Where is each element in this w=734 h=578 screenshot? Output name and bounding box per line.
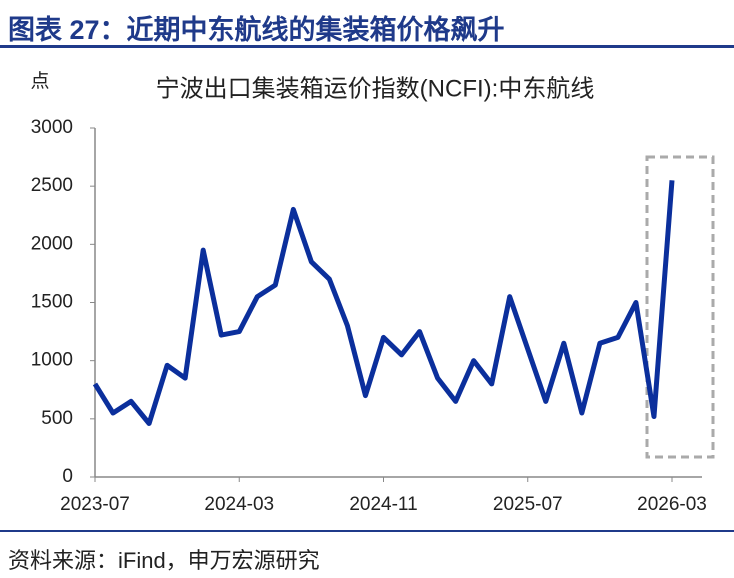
source: 资料来源：iFind，申万宏源研究 — [8, 548, 320, 573]
rule — [0, 45, 734, 48]
rule — [0, 530, 734, 532]
x-tick-label: 2024-11 — [349, 494, 417, 515]
y-tick-label: 1500 — [31, 292, 73, 313]
x-tick-label: 2026-03 — [637, 494, 707, 515]
y-tick-label: 3000 — [31, 117, 73, 138]
line — [92, 180, 675, 426]
y-tick-label: 0 — [62, 466, 73, 487]
y-tick-label: 2000 — [31, 233, 73, 254]
x-tick-label: 2025-07 — [493, 494, 563, 515]
highlight-box — [645, 155, 715, 459]
header: 图表 27：近期中东航线的集装箱价格飙升 — [8, 15, 505, 45]
y-tick-label: 2500 — [31, 175, 73, 196]
y-unit: 点 — [30, 70, 49, 92]
y-tick-label: 1000 — [31, 350, 73, 371]
x-tick-label: 2024-03 — [204, 494, 274, 515]
y-tick-label: 500 — [41, 408, 73, 429]
chart-title: 宁波出口集装箱运价指数(NCFI):中东航线 — [156, 75, 595, 102]
chart: 点 宁波出口集装箱运价指数(NCFI):中东航线 0 500 1000 1500 200… — [30, 70, 715, 515]
x-tick-label: 2023-07 — [60, 494, 130, 515]
